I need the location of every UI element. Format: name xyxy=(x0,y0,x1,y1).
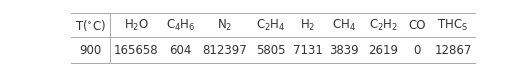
Text: 900: 900 xyxy=(79,44,102,57)
Text: H$\mathregular{_2}$: H$\mathregular{_2}$ xyxy=(300,18,315,33)
Text: 604: 604 xyxy=(169,44,192,57)
Text: N$\mathregular{_2}$: N$\mathregular{_2}$ xyxy=(217,18,232,33)
Text: 2619: 2619 xyxy=(369,44,398,57)
Text: H$\mathregular{_2}$O: H$\mathregular{_2}$O xyxy=(124,18,149,33)
Text: 5805: 5805 xyxy=(256,44,285,57)
Text: 12867: 12867 xyxy=(434,44,472,57)
Text: 7131: 7131 xyxy=(293,44,322,57)
Text: CH$\mathregular{_4}$: CH$\mathregular{_4}$ xyxy=(332,18,356,33)
Text: CO: CO xyxy=(409,19,426,32)
Text: 812397: 812397 xyxy=(202,44,247,57)
Text: 165658: 165658 xyxy=(114,44,159,57)
Text: THC$\mathregular{_S}$: THC$\mathregular{_S}$ xyxy=(437,18,469,33)
Text: C$\mathregular{_2}$H$\mathregular{_4}$: C$\mathregular{_2}$H$\mathregular{_4}$ xyxy=(256,18,285,33)
Text: 3839: 3839 xyxy=(329,44,359,57)
Text: C$\mathregular{_2}$H$\mathregular{_2}$: C$\mathregular{_2}$H$\mathregular{_2}$ xyxy=(369,18,398,33)
Text: C$\mathregular{_4}$H$\mathregular{_6}$: C$\mathregular{_4}$H$\mathregular{_6}$ xyxy=(165,18,195,33)
Text: T($\mathregular{^{\circ}}$C): T($\mathregular{^{\circ}}$C) xyxy=(75,18,106,33)
Text: 0: 0 xyxy=(413,44,421,57)
